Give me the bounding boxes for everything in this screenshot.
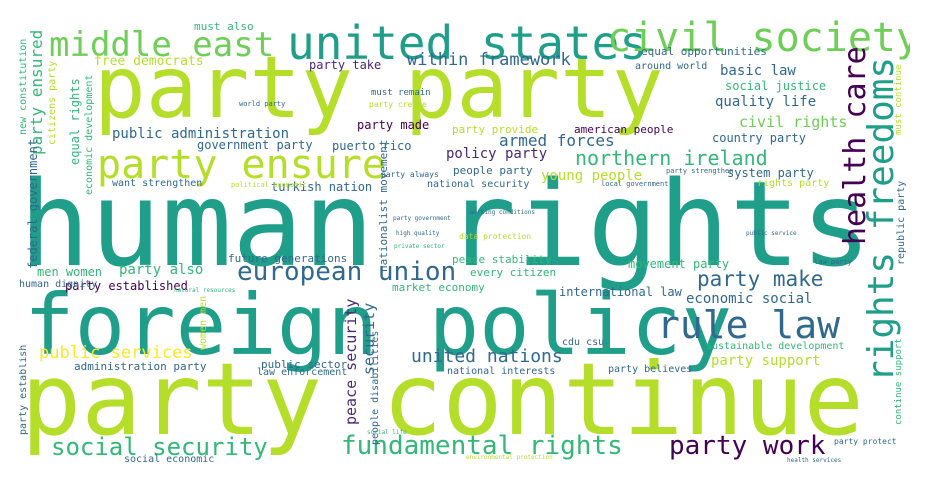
word-party-support: party support (711, 353, 821, 369)
word-law-enforcement: law enforcement (257, 367, 348, 378)
word-equal-opportunities: equal opportunities (641, 45, 767, 58)
word-local-government: local government (601, 180, 669, 188)
word-party-ensure: party ensure (97, 142, 386, 188)
word-system-party: system party (727, 166, 814, 180)
word-party-provide: party provide (452, 123, 539, 136)
word-around-world: around world (635, 61, 708, 72)
word-united-states: united states (287, 16, 648, 70)
word-puerto-rico: puerto rico (332, 139, 412, 153)
word-fundamental-rights: fundamental rights (341, 431, 623, 461)
word-must-remain: must remain (371, 88, 431, 98)
word-economic-development: economic development (84, 74, 95, 195)
word-cdu-csu: cdu csu (562, 337, 605, 348)
word-environmental-protection: environmental protection (466, 454, 553, 461)
word-party-create: party create (369, 100, 427, 109)
word-political-economic: political economic (231, 181, 307, 189)
word-foreign-policy: foreign policy (24, 276, 733, 374)
word-party-protect: party protect (834, 437, 897, 446)
word-must-continue: must continue (894, 64, 904, 135)
word-continue-support: continue support (894, 338, 904, 425)
word-policy-party: policy party (446, 146, 548, 162)
word-new-constitution: new constitution (19, 38, 29, 135)
word-party-continue: party continue (21, 341, 864, 458)
word-party-always: party always (381, 170, 439, 179)
word-rule-law: rule law (657, 303, 841, 347)
word-within-framework: within framework (407, 50, 571, 70)
word-people-disabilities: people disabilities (370, 330, 381, 445)
word-party-establish: party establish (19, 344, 29, 435)
word-middle-east: middle east (49, 25, 275, 65)
word-party-believes: party believes (608, 364, 693, 375)
word-federal-government: federal government (26, 138, 40, 269)
word-working-conditions: working conditions (470, 209, 536, 216)
word-data-protection: data protection (459, 232, 532, 241)
word-country-party: country party (712, 131, 806, 145)
word-must-also: must also (194, 20, 254, 33)
word-world-party: world party (239, 100, 286, 108)
word-peace-stability: peace stability (452, 253, 552, 266)
word-social-economic: social economic (124, 454, 215, 465)
word-nationalist-movement: nationalist movement (377, 139, 390, 272)
word-party-work: party work (669, 431, 826, 461)
word-market-economy: market economy (392, 281, 485, 294)
word-northern-ireland: northern ireland (575, 146, 768, 170)
word-natural-resources: natural resources (174, 287, 236, 294)
word-administration-party: administration party (74, 360, 207, 373)
word-human-dignity: human dignity (19, 279, 98, 290)
word-party-strengthen: party strengthen (666, 167, 734, 175)
word-cloud: human rights party continue party party for… (19, 15, 910, 468)
word-civil-rights: civil rights (739, 113, 848, 131)
word-health-services: health services (787, 457, 842, 464)
word-public-services: public services (39, 343, 193, 363)
word-rights-party: rights party (757, 178, 830, 189)
word-future-generations: future generations (228, 252, 348, 265)
word-every-citizen: every citizen (470, 266, 557, 279)
word-social-life: social life (367, 429, 407, 436)
word-government-party: government party (197, 138, 313, 152)
word-public-sector: public sector (261, 358, 348, 371)
word-basic-law: basic law (720, 63, 796, 79)
word-women-men: women men (198, 295, 209, 350)
word-international-law: international law (559, 285, 682, 299)
word-party-take: party take (309, 58, 382, 72)
word-quality-life: quality life (715, 94, 817, 110)
word-party-government: party government (393, 215, 451, 222)
word-party-made: party made (357, 118, 430, 132)
word-party-make: party make (697, 267, 824, 291)
word-united-nations: united nations (411, 346, 563, 367)
word-party-ensured: party ensured (27, 29, 46, 155)
word-law-party: law party (814, 258, 852, 266)
word-movement-party: movement party (628, 257, 730, 271)
word-european-union: european union (237, 257, 457, 287)
word-people-party: people party (453, 164, 533, 177)
word-young-people: young people (541, 168, 643, 184)
word-armed-forces: armed forces (499, 131, 615, 150)
word-private-sector: private sector (394, 243, 445, 250)
word-party-established: party established (65, 279, 188, 293)
word-social-security: social security (51, 433, 268, 461)
word-men-women: men women (37, 265, 103, 279)
word-civil-society: civil society (607, 15, 910, 61)
word-equal-rights: equal rights (68, 78, 82, 165)
word-health-care: health care (838, 46, 873, 245)
word-social-justice: social justice (725, 79, 827, 93)
word-turkish-nation: turkish nation (271, 180, 373, 194)
word-want-strengthen: want strengthen (112, 178, 203, 189)
word-high-quality: high quality (396, 230, 440, 237)
word-party-also: party also (119, 262, 204, 278)
word-american-people: american people (574, 123, 674, 136)
word-party-party: party party (94, 38, 664, 138)
word-public-service: public service (746, 230, 797, 237)
word-free-democrats: free democrats (94, 54, 204, 69)
word-economic-social: economic social (686, 291, 813, 307)
word-public-administration: public administration (112, 126, 290, 142)
word-national-security: national security (427, 179, 530, 190)
word-national-interests: national interests (447, 366, 556, 377)
word-republic-party: republic party (896, 180, 907, 265)
word-sustainable-development: sustainable development (706, 341, 845, 352)
word-citizens-party: citizens party (47, 60, 58, 145)
word-human-rights: human rights (19, 155, 872, 293)
